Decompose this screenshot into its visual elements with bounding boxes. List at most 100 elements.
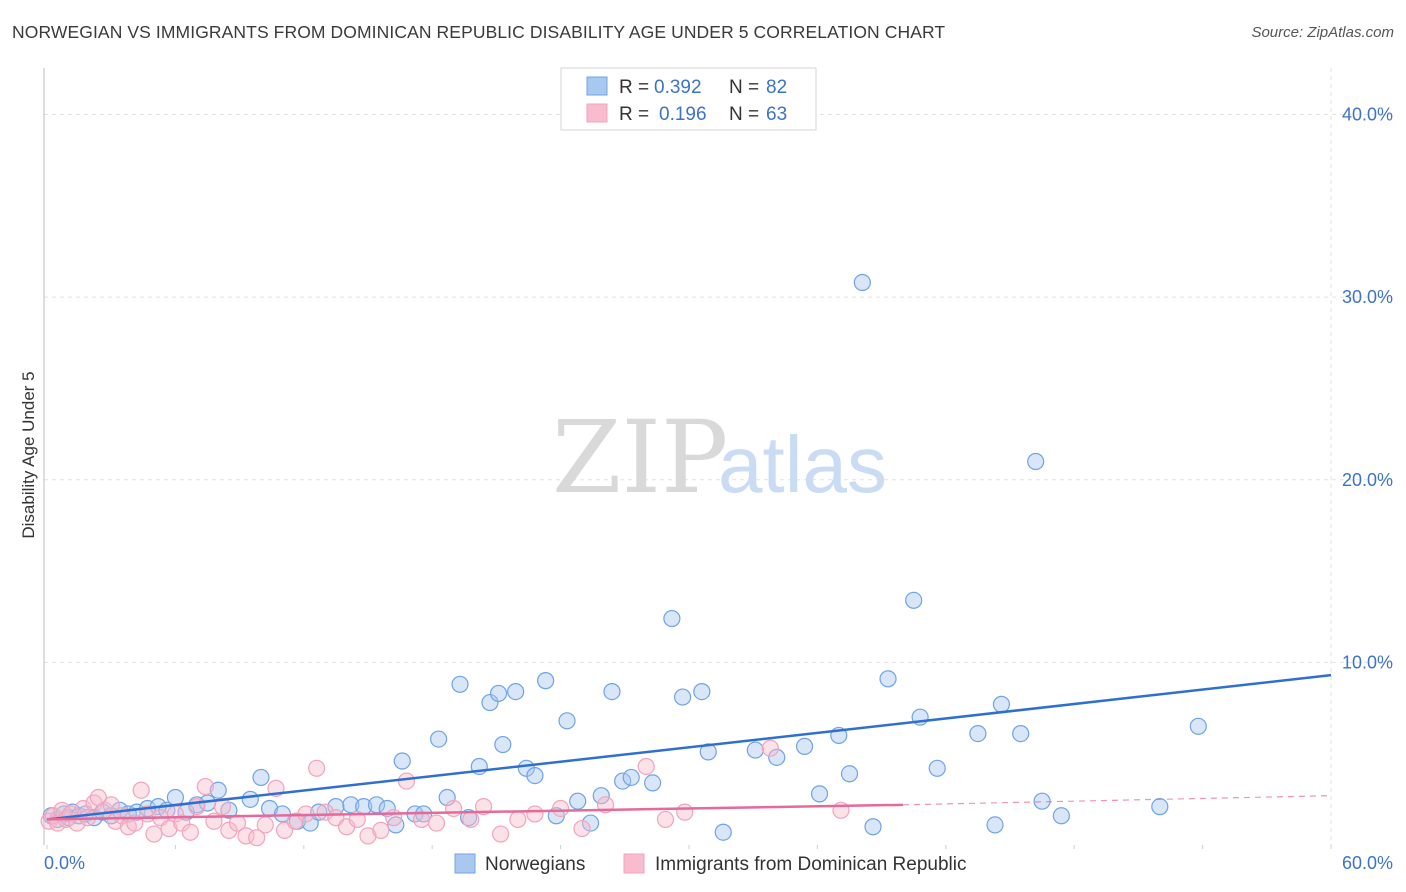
data-point	[746, 741, 764, 759]
data-point	[1052, 807, 1070, 825]
data-point	[481, 693, 499, 712]
legend-n-value: 82	[766, 77, 787, 98]
data-point	[509, 810, 527, 829]
data-point	[992, 695, 1011, 713]
legend-swatch-pink	[586, 103, 608, 123]
data-point	[663, 609, 681, 628]
data-point	[853, 273, 871, 292]
data-point	[1012, 725, 1030, 743]
data-point	[551, 799, 570, 818]
data-point	[196, 777, 214, 796]
data-point	[864, 818, 882, 836]
data-point	[637, 757, 655, 776]
data-point	[209, 781, 227, 799]
data-point	[761, 739, 779, 757]
trend-lines	[46, 673, 1332, 821]
data-point	[145, 825, 163, 843]
data-point	[928, 759, 946, 777]
data-point	[592, 787, 610, 805]
bottom-legend-swatch-pink	[623, 853, 645, 874]
data-point	[986, 816, 1004, 834]
data-point	[714, 823, 732, 841]
data-point	[132, 781, 150, 799]
data-point	[310, 803, 328, 821]
data-point	[492, 825, 510, 843]
bottom-legend-label: Immigrants from Dominican Republic	[655, 854, 967, 875]
data-point	[248, 829, 266, 847]
data-point	[160, 819, 178, 838]
data-point	[397, 772, 416, 790]
data-point	[451, 675, 469, 693]
watermark-atlas: atlas	[718, 420, 887, 509]
data-point	[438, 788, 456, 807]
data-point	[526, 767, 544, 785]
bottom-legend-label: Norwegians	[485, 854, 585, 875]
legend-r-label: R =	[619, 104, 649, 125]
x-tick-label: 60.0%	[1342, 853, 1393, 873]
data-point	[693, 682, 711, 701]
data-point	[581, 814, 600, 832]
data-point	[252, 768, 270, 787]
legend-r-label: R =	[619, 77, 649, 98]
data-point	[526, 805, 544, 823]
data-point	[308, 759, 326, 777]
data-point	[474, 798, 493, 816]
y-axis-label: Disability Age Under 5	[19, 371, 38, 538]
data-point	[676, 803, 694, 821]
watermark: ZIP atlas	[552, 399, 887, 516]
data-point	[644, 774, 662, 792]
data-point	[494, 735, 512, 754]
data-point	[603, 682, 621, 701]
data-point	[622, 768, 640, 787]
data-point	[256, 816, 274, 834]
data-point	[795, 737, 814, 755]
data-point	[614, 772, 632, 790]
data-point	[905, 591, 923, 609]
data-point	[237, 827, 255, 845]
bottom-legend-swatch-blue	[454, 853, 476, 874]
y-tick-label: 20.0%	[1342, 470, 1393, 490]
data-point	[342, 796, 360, 814]
data-point	[673, 688, 692, 706]
data-point	[810, 785, 829, 803]
y-tick-label: 30.0%	[1342, 287, 1393, 307]
data-point	[181, 823, 199, 841]
data-point	[166, 788, 184, 807]
x-tick-label: 0.0%	[44, 853, 85, 873]
data-point	[507, 682, 525, 701]
data-point	[537, 672, 555, 690]
data-point	[840, 765, 859, 783]
data-point	[573, 819, 591, 838]
data-point	[768, 748, 786, 766]
trend-line	[46, 673, 1332, 821]
data-point	[385, 809, 403, 827]
data-point	[462, 810, 480, 829]
data-point	[393, 752, 411, 770]
data-point	[241, 790, 259, 808]
data-point	[1189, 717, 1207, 735]
data-point	[445, 799, 463, 818]
data-point	[569, 792, 587, 810]
bottom-legend: Norwegians Immigrants from Dominican Rep…	[454, 853, 967, 875]
legend-swatch-blue	[586, 76, 608, 96]
data-point	[173, 814, 191, 832]
legend-box: R = 0.392 N = 82 R = 0.196 N = 63	[560, 67, 817, 131]
legend-n-label: N =	[729, 104, 759, 125]
data-point	[273, 805, 291, 823]
chart-title: NORWEGIAN VS IMMIGRANTS FROM DOMINICAN R…	[12, 22, 946, 42]
data-point	[558, 712, 576, 730]
watermark-zip: ZIP	[552, 399, 728, 516]
data-point	[430, 730, 448, 748]
data-point	[372, 821, 390, 839]
data-point	[316, 803, 334, 821]
data-point	[699, 743, 717, 761]
data-point	[1151, 798, 1169, 816]
y-tick-labels: 10.0% 20.0% 30.0% 40.0%	[1342, 105, 1393, 673]
x-tick-labels: 0.0% 60.0%	[44, 845, 1393, 873]
grid-lines	[44, 68, 1392, 845]
data-point	[656, 810, 675, 829]
y-tick-label: 10.0%	[1342, 652, 1393, 672]
data-point	[969, 725, 987, 743]
source-label: Source: ZipAtlas.com	[1251, 24, 1394, 41]
